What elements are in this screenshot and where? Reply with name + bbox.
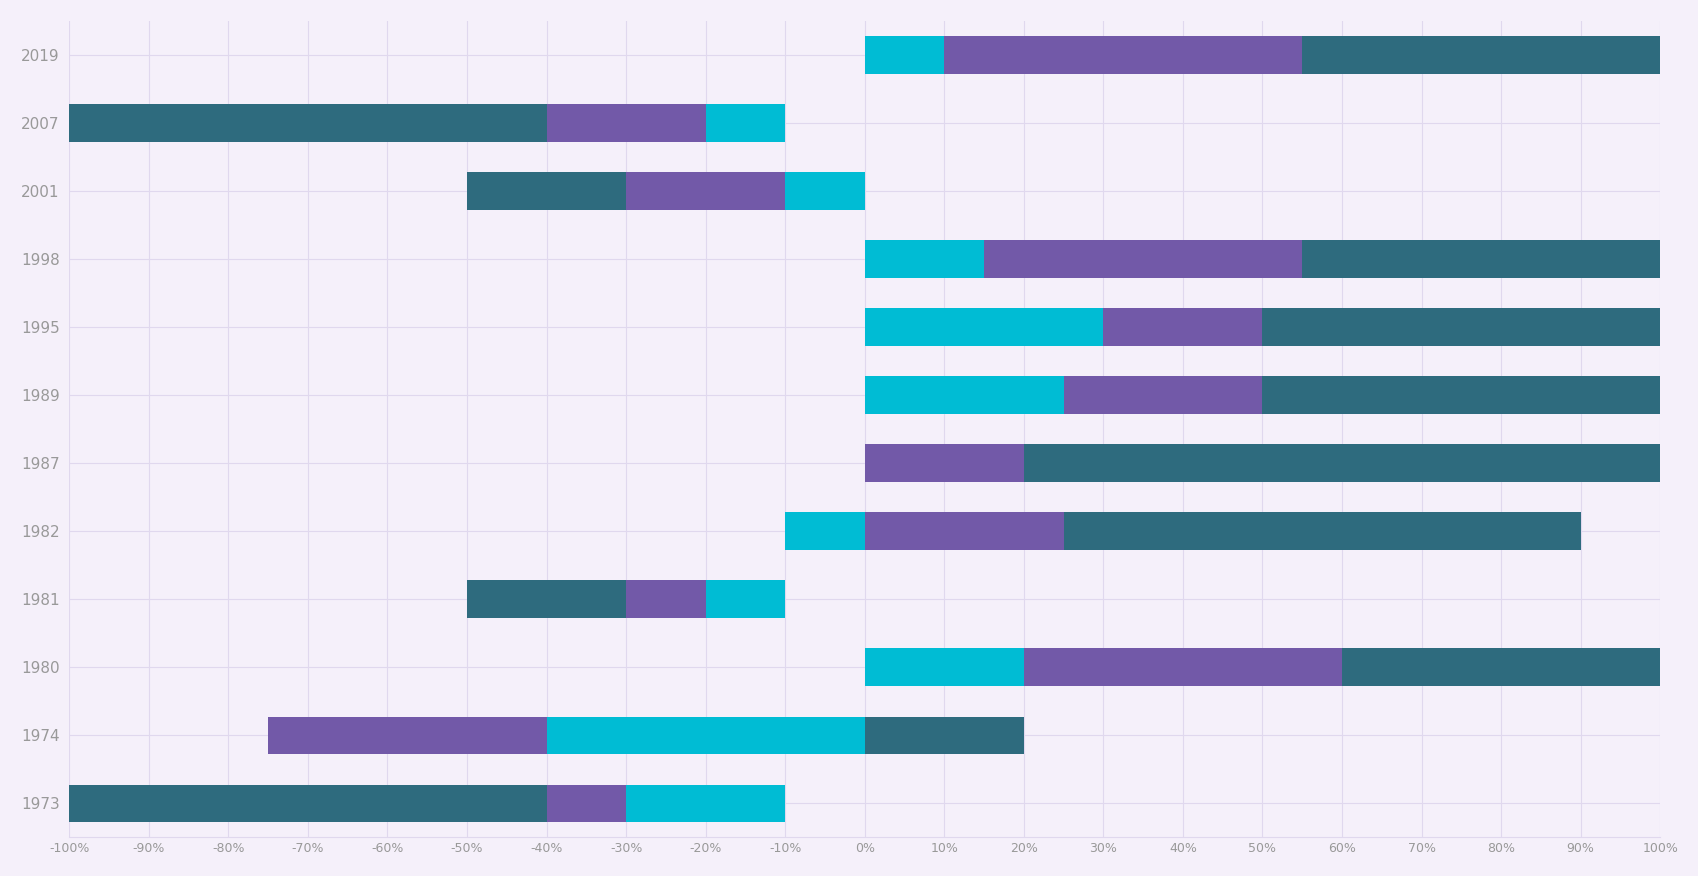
Bar — [1063, 377, 1262, 413]
Bar — [864, 444, 1024, 482]
Bar — [864, 308, 1102, 346]
Bar — [70, 104, 547, 142]
Bar — [467, 581, 627, 618]
Bar — [627, 785, 784, 822]
Bar — [1262, 308, 1659, 346]
Bar — [864, 240, 983, 278]
Bar — [627, 581, 705, 618]
Bar — [864, 377, 1063, 413]
Bar — [1063, 512, 1579, 550]
Bar — [1024, 444, 1659, 482]
Bar — [983, 240, 1301, 278]
Bar — [547, 717, 864, 754]
Bar — [70, 785, 547, 822]
Bar — [784, 512, 864, 550]
Bar — [1262, 377, 1659, 413]
Bar — [1301, 36, 1659, 74]
Bar — [268, 717, 547, 754]
Bar — [1024, 648, 1341, 686]
Bar — [864, 512, 1063, 550]
Bar — [705, 104, 784, 142]
Bar — [784, 173, 864, 209]
Bar — [1301, 240, 1659, 278]
Bar — [864, 648, 1024, 686]
Bar — [547, 785, 627, 822]
Bar — [944, 36, 1301, 74]
Bar — [1341, 648, 1659, 686]
Bar — [1102, 308, 1262, 346]
Bar — [864, 717, 1024, 754]
Bar — [467, 173, 627, 209]
Bar — [864, 36, 944, 74]
Bar — [705, 581, 784, 618]
Bar — [627, 173, 784, 209]
Bar — [547, 104, 705, 142]
